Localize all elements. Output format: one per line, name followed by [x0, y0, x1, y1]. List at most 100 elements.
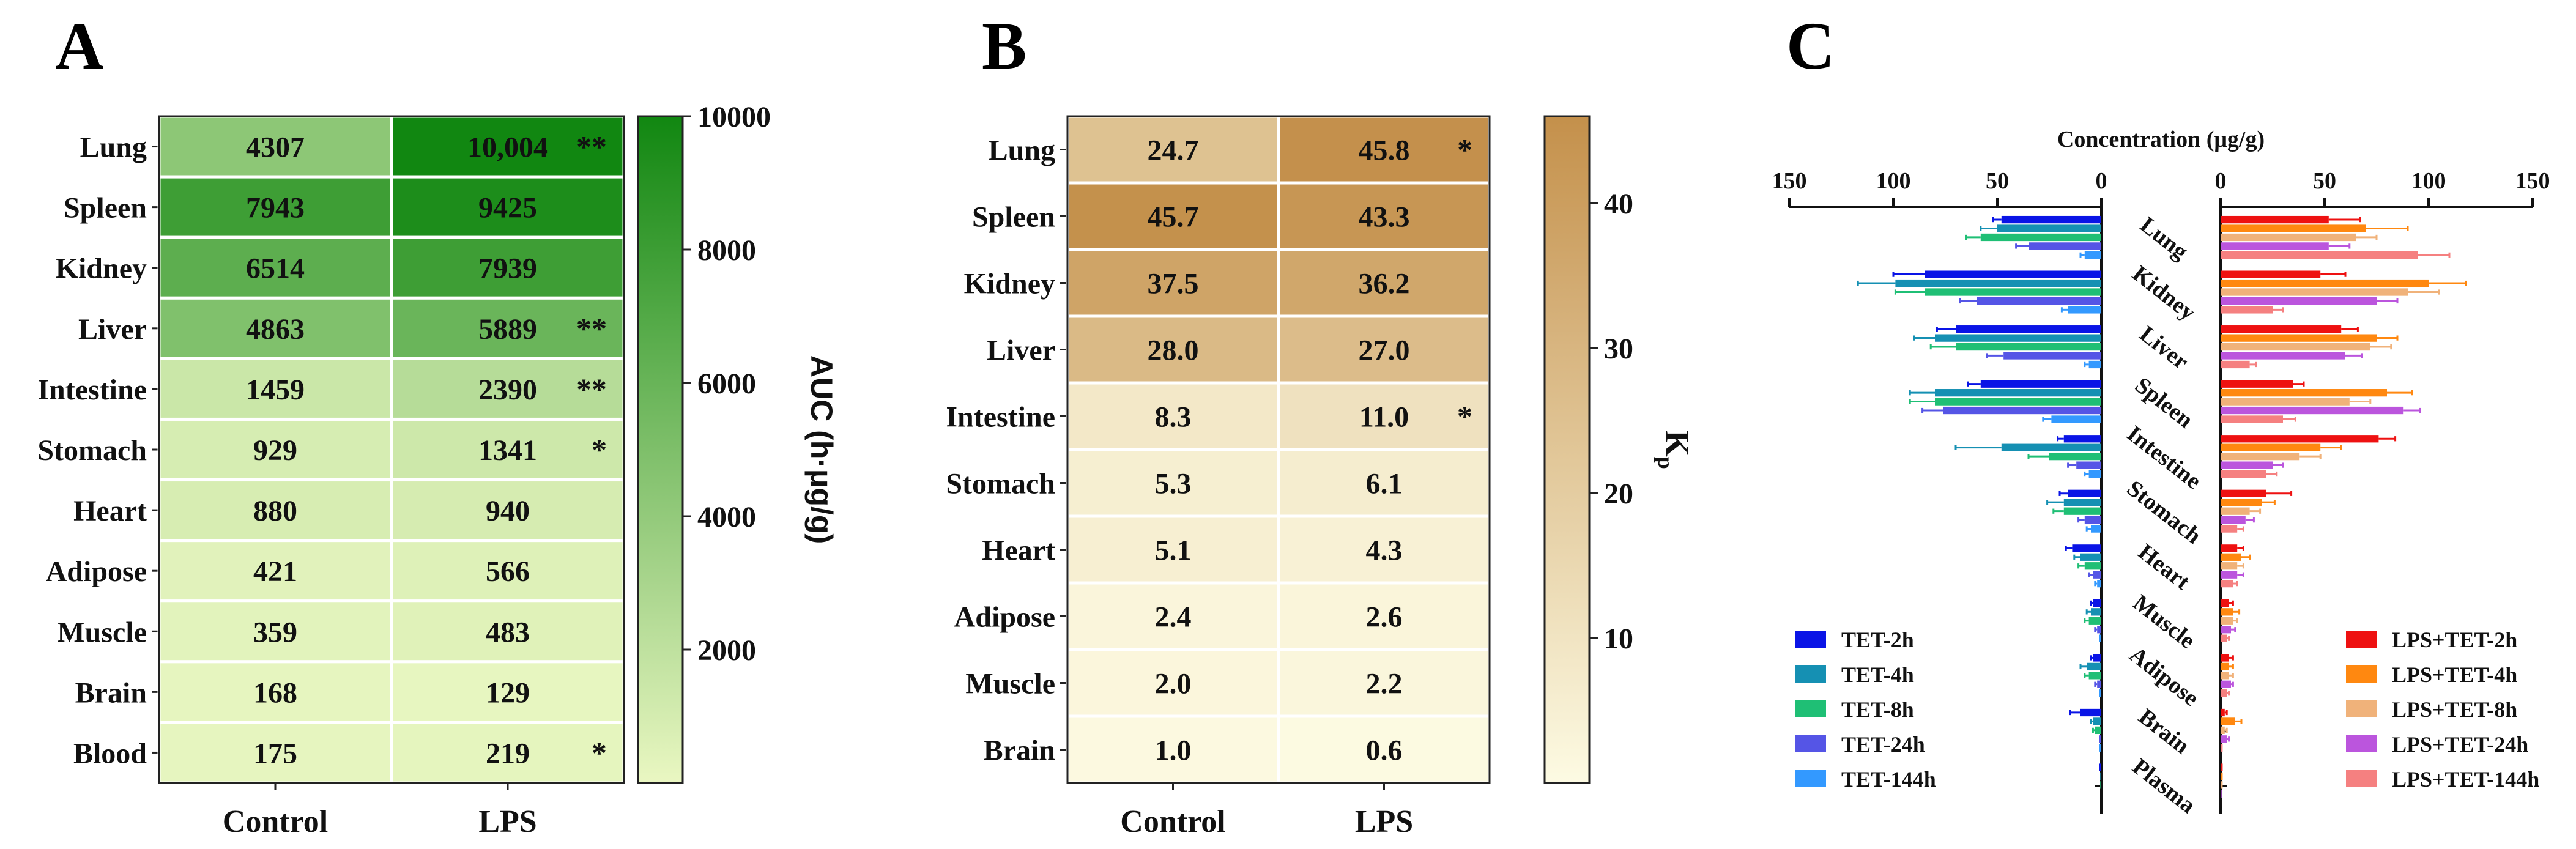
- bar-lps-tet-2h: [2221, 380, 2293, 388]
- row-label: Lung: [80, 132, 147, 164]
- heatmap-cell: [390, 660, 626, 724]
- column-label: LPS: [1355, 804, 1413, 839]
- bar-tet-24h: [2097, 680, 2101, 688]
- bar-tet-24h: [2097, 626, 2101, 634]
- heatmap-cell: [157, 599, 393, 664]
- bar-lps-tet-2h: [2221, 325, 2342, 333]
- heatmap-cell: [1277, 648, 1491, 718]
- category-label: Adipose: [2125, 642, 2203, 711]
- bar-tet-144h: [2097, 579, 2101, 588]
- significance-marker: **: [576, 130, 607, 164]
- bar-tet-24h: [2093, 571, 2101, 579]
- bar-tet-2h: [2068, 489, 2101, 497]
- heatmap-cell: [157, 721, 393, 785]
- panel-label-a: A: [55, 9, 103, 83]
- row-label: Lung: [989, 135, 1055, 167]
- colorbar-label-subscript: p: [1654, 457, 1678, 469]
- cell-value-label: 6514: [246, 253, 305, 285]
- bar-lps-tet-144h: [2221, 415, 2283, 423]
- x-tick-label-right: 100: [2411, 168, 2446, 194]
- cell-value-label: 175: [253, 737, 297, 769]
- heatmap-border: [158, 115, 625, 784]
- row-label: Adipose: [954, 601, 1055, 634]
- legend-swatch: [1795, 700, 1826, 717]
- cell-value-label: 7943: [246, 192, 305, 224]
- bar-tet-24h: [2003, 352, 2101, 360]
- panel-label-b: B: [982, 9, 1026, 83]
- row-label: Stomach: [946, 468, 1055, 500]
- bar-lps-tet-8h: [2221, 453, 2300, 461]
- row-label: Kidney: [964, 268, 1055, 300]
- bar-tet-144h: [2099, 744, 2101, 752]
- legend-swatch: [1795, 665, 1826, 683]
- bar-tet-144h: [2084, 251, 2101, 259]
- bar-tet-24h: [2029, 242, 2101, 250]
- heatmap-cell: [1277, 714, 1491, 785]
- cell-value-label: 24.7: [1148, 135, 1199, 167]
- cell-value-label: 219: [486, 737, 530, 769]
- bar-lps-tet-8h: [2221, 726, 2225, 735]
- bar-tet-2h: [2080, 708, 2101, 717]
- cell-value-label: 4863: [246, 313, 305, 346]
- heatmap-cell: [390, 114, 626, 179]
- bar-lps-tet-24h: [2221, 735, 2227, 743]
- bar-tet-24h: [2084, 516, 2101, 524]
- cell-value-label: 36.2: [1359, 268, 1410, 300]
- bar-lps-tet-8h: [2221, 562, 2238, 570]
- bar-lps-tet-144h: [2221, 525, 2238, 533]
- bar-tet-2h: [2063, 435, 2101, 443]
- significance-marker: **: [576, 311, 607, 346]
- colorbar-tick-label: 40: [1604, 188, 1633, 220]
- cell-value-label: 2.2: [1366, 668, 1403, 700]
- bar-tet-2h: [2093, 599, 2101, 607]
- bar-lps-tet-24h: [2221, 297, 2377, 305]
- significance-marker: *: [1457, 399, 1472, 434]
- x-tick-label-left: 50: [1986, 168, 2009, 194]
- cell-value-label: 10,004: [467, 132, 548, 164]
- cell-value-label: 929: [253, 434, 297, 467]
- bar-tet-2h: [2099, 763, 2101, 771]
- bar-lps-tet-24h: [2221, 242, 2329, 250]
- bar-tet-8h: [2088, 672, 2101, 680]
- x-tick-label-left: 100: [1876, 168, 1911, 194]
- heatmap-cell: [1277, 448, 1491, 518]
- bar-tet-2h: [1980, 380, 2101, 388]
- cell-value-label: 421: [253, 555, 297, 588]
- cell-value-label: 45.7: [1148, 201, 1199, 234]
- cell-value-label: 8.3: [1155, 401, 1192, 434]
- legend-label: TET-2h: [1841, 628, 1914, 652]
- legend-label: LPS+TET-24h: [2392, 732, 2528, 757]
- row-label: Intestine: [37, 374, 147, 406]
- bar-tet-2h: [2001, 215, 2101, 224]
- bar-lps-tet-2h: [2221, 215, 2329, 224]
- cell-value-label: 4.3: [1366, 535, 1403, 567]
- cell-value-label: 5.1: [1155, 535, 1192, 567]
- bar-tet-2h: [2093, 654, 2101, 662]
- row-label: Spleen: [972, 201, 1055, 234]
- bar-tet-4h: [1997, 224, 2101, 232]
- x-tick-label-right: 150: [2515, 168, 2550, 194]
- significance-marker: *: [1457, 133, 1472, 167]
- bar-lps-tet-4h: [2221, 334, 2377, 342]
- bar-lps-tet-24h: [2221, 571, 2238, 579]
- row-label: Brain: [75, 677, 147, 709]
- bar-lps-tet-144h: [2221, 634, 2227, 642]
- bar-tet-8h: [2095, 726, 2101, 735]
- bar-lps-tet-4h: [2221, 717, 2235, 725]
- bar-lps-tet-8h: [2221, 507, 2250, 515]
- bar-lps-tet-24h: [2221, 406, 2404, 415]
- row-label: Heart: [982, 535, 1055, 567]
- cell-value-label: 2.4: [1155, 601, 1192, 634]
- bar-lps-tet-8h: [2221, 398, 2350, 406]
- bar-lps-tet-4h: [2221, 662, 2229, 671]
- bar-tet-4h: [1935, 334, 2101, 342]
- category-label: Lung: [2135, 212, 2192, 265]
- cell-value-label: 5889: [478, 313, 537, 346]
- heatmap-kp: Lung 24.7 45.8 * Spleen 45.7 43.3 Kidney 37.5 36.…: [946, 114, 1696, 839]
- colorbar-tick-label: 8000: [697, 234, 756, 267]
- bar-lps-tet-8h: [2221, 343, 2370, 351]
- legend-swatch: [2346, 631, 2377, 648]
- legend-label: LPS+TET-4h: [2392, 662, 2517, 687]
- bar-lps-tet-144h: [2221, 306, 2273, 314]
- cell-value-label: 27.0: [1359, 335, 1410, 367]
